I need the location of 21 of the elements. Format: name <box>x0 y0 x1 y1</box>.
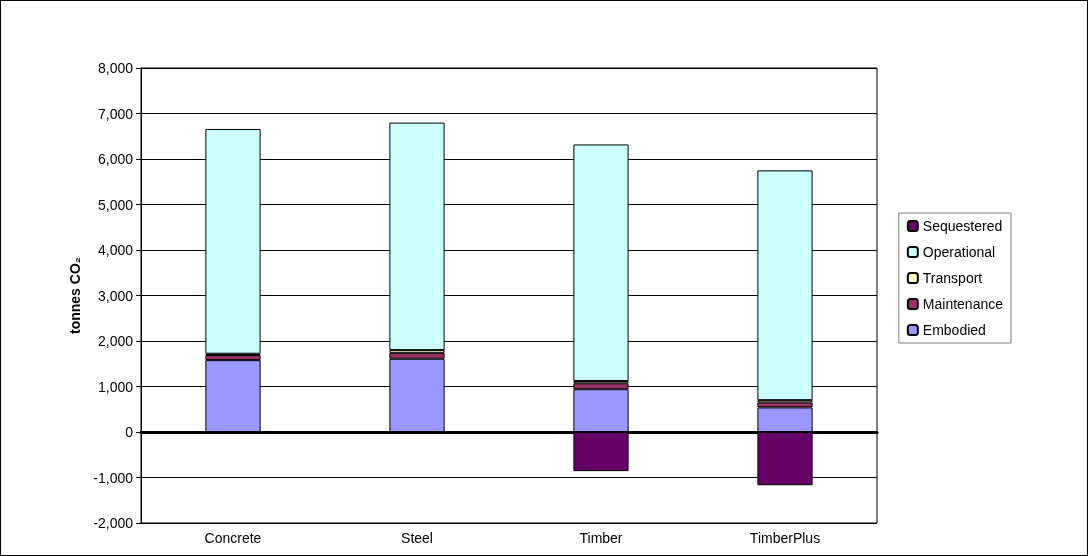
x-tick-label: TimberPlus <box>749 530 821 546</box>
y-tick-label: 6,000 <box>97 151 134 167</box>
legend-label: Maintenance <box>922 296 1004 312</box>
legend-label: Sequestered <box>922 218 1003 234</box>
legend-label: Embodied <box>922 322 986 338</box>
legend-label: Transport <box>922 270 983 286</box>
y-tick-label: 8,000 <box>97 60 134 76</box>
y-tick-label: -1,000 <box>93 469 134 486</box>
y-tick-label: 5,000 <box>97 196 134 213</box>
y-tick-label: 7,000 <box>97 105 134 122</box>
y-tick-label: 0 <box>125 424 134 440</box>
y-tick-label: -2,000 <box>93 515 134 531</box>
y-tick-label: 2,000 <box>97 333 134 349</box>
x-tick-label: Concrete <box>204 530 262 546</box>
x-tick-label: Steel <box>401 530 433 546</box>
y-axis-title: tonnes CO₂ <box>67 257 84 334</box>
y-tick-label: 1,000 <box>97 378 134 395</box>
legend-label: Operational <box>922 244 996 260</box>
y-tick-label: 3,000 <box>97 287 134 304</box>
x-tick-label: Timber <box>579 530 623 546</box>
y-tick-label: 4,000 <box>97 242 134 258</box>
